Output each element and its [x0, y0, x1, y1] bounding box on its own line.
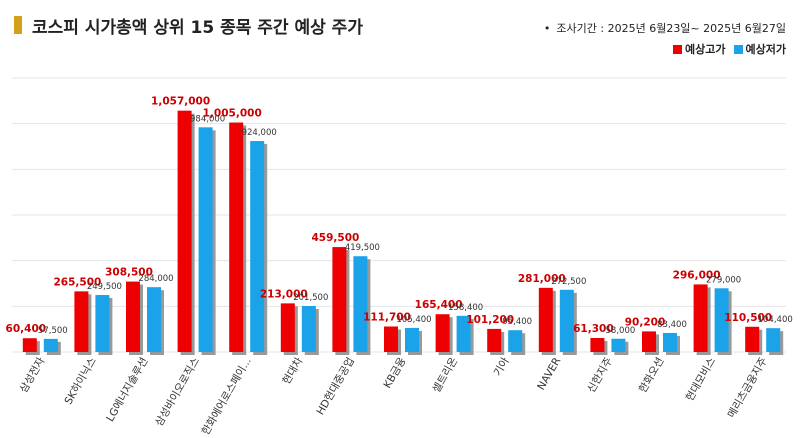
bar-high — [22, 338, 37, 352]
bar-high — [487, 328, 502, 352]
category-label: 현대차 — [281, 355, 306, 386]
bar-high — [332, 247, 347, 352]
bar-low — [198, 127, 213, 352]
data-label-high: 101,200 — [466, 314, 514, 326]
period-bullet: • — [543, 22, 551, 35]
category-label: 기아 — [492, 355, 512, 378]
bar-high — [435, 314, 450, 352]
category-label: LG에너지솔루션 — [104, 356, 150, 424]
data-label-low: 984,000 — [190, 114, 225, 124]
chart-title: 코스피 시가총액 상위 15 종목 주간 예상 주가 — [32, 17, 363, 38]
category-label: 신한지주 — [585, 355, 615, 395]
data-label-low: 105,400 — [396, 315, 431, 325]
category-label: 삼성전자 — [18, 355, 48, 395]
bar-high — [538, 287, 553, 352]
data-label-high: 213,000 — [260, 288, 308, 300]
data-label-high: 111,700 — [363, 311, 411, 323]
bar-low — [250, 141, 265, 352]
legend-high-swatch — [673, 44, 683, 54]
bar-high — [384, 326, 398, 352]
data-label-low: 104,400 — [758, 315, 793, 325]
bar-low — [95, 295, 110, 352]
data-label-low: 57,500 — [38, 326, 68, 336]
category-label: 한화에어로스페이... — [200, 356, 254, 438]
legend-low-label: 예상저가 — [745, 43, 786, 56]
data-label-low: 83,400 — [657, 320, 687, 330]
data-label-low: 279,000 — [706, 275, 741, 285]
legend-low-swatch — [733, 44, 743, 54]
bar-low — [147, 287, 161, 352]
legend-high-label: 예상고가 — [685, 43, 726, 56]
bar-low — [714, 288, 729, 352]
bar-low — [301, 305, 316, 352]
category-label: NAVER — [535, 356, 563, 393]
bar-low — [766, 328, 781, 352]
bar-high — [693, 284, 708, 352]
data-label-high: 308,500 — [105, 267, 153, 279]
data-label-low: 249,500 — [87, 282, 122, 292]
data-label-high: 281,000 — [518, 273, 566, 285]
bar-high — [642, 331, 656, 352]
bar-low — [508, 330, 523, 352]
category-label: 셀트리온 — [430, 355, 460, 395]
data-label-low: 924,000 — [242, 128, 277, 138]
bar-high — [177, 110, 192, 352]
bar-low — [663, 332, 677, 352]
bar-low — [405, 327, 419, 352]
data-label-low: 58,000 — [606, 326, 636, 336]
category-label: 한화오션 — [637, 356, 667, 395]
data-label-high: 1,005,000 — [203, 108, 262, 120]
data-label-high: 265,500 — [53, 276, 101, 288]
bar-low — [559, 289, 574, 352]
category-label: 삼성바이오로직스 — [153, 355, 202, 428]
data-label-high: 165,400 — [415, 299, 463, 311]
data-label-low: 201,500 — [293, 293, 328, 303]
category-label: SK하이닉스 — [62, 355, 100, 407]
data-label-low: 272,500 — [551, 277, 586, 287]
category-label: HD현대중공업 — [314, 355, 357, 417]
data-label-high: 90,200 — [625, 316, 666, 328]
data-label-low: 284,000 — [138, 274, 173, 284]
data-label-high: 459,500 — [311, 232, 359, 244]
survey-period: • 조사기간 : 2025년 6월23일~ 2025년 6월27일 — [544, 20, 786, 36]
bar-high — [126, 281, 140, 352]
category-label: 메리츠금융지주 — [726, 355, 770, 420]
data-label-low: 158,400 — [448, 303, 483, 313]
bar-low — [456, 315, 471, 352]
title-bar: 코스피 시가총액 상위 15 종목 주간 예상 주가 — [14, 14, 363, 38]
data-label-high: 296,000 — [673, 269, 721, 281]
data-label-high: 1,057,000 — [151, 96, 210, 108]
bar-low — [353, 256, 368, 352]
data-label-low: 419,500 — [345, 243, 380, 253]
bar-high — [74, 291, 89, 352]
data-label-high: 61,300 — [573, 323, 614, 335]
title-marker — [14, 16, 22, 34]
legend: 예상고가 예상저가 — [665, 41, 786, 57]
bar-high — [590, 338, 605, 352]
bar-high — [280, 303, 295, 352]
category-label: KB금융 — [381, 355, 408, 390]
data-label-high: 110,500 — [724, 312, 772, 324]
bar-low — [611, 338, 626, 352]
data-label-low: 95,400 — [502, 317, 532, 327]
category-label: 현대모비스 — [684, 355, 719, 403]
data-label-high: 60,400 — [6, 323, 47, 335]
bar-low — [43, 338, 58, 352]
period-text: 조사기간 : 2025년 6월23일~ 2025년 6월27일 — [556, 22, 786, 35]
bar-high — [229, 122, 244, 353]
bar-high — [745, 326, 760, 352]
